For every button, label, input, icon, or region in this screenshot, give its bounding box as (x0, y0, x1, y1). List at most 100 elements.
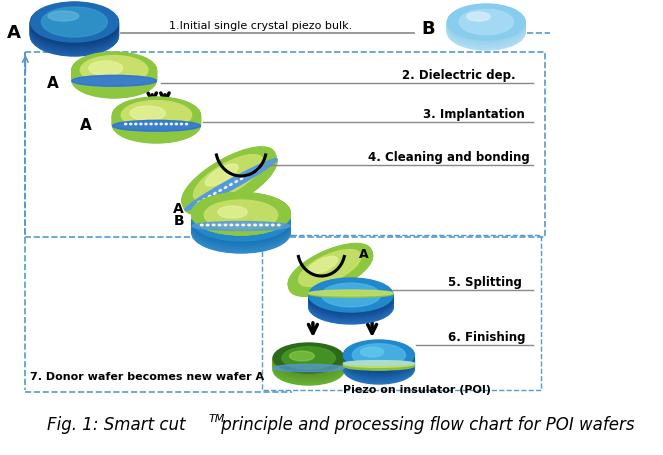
Ellipse shape (448, 4, 525, 40)
Ellipse shape (113, 121, 200, 131)
Ellipse shape (273, 350, 344, 380)
Ellipse shape (150, 123, 152, 125)
Ellipse shape (80, 56, 148, 84)
Text: 2. Dielectric dep.: 2. Dielectric dep. (402, 69, 515, 82)
Ellipse shape (272, 224, 274, 226)
Ellipse shape (212, 224, 215, 226)
Ellipse shape (448, 5, 525, 41)
Ellipse shape (309, 285, 393, 319)
Ellipse shape (224, 224, 227, 226)
Ellipse shape (155, 123, 157, 125)
Ellipse shape (113, 101, 200, 137)
Ellipse shape (170, 123, 172, 125)
Ellipse shape (343, 361, 414, 367)
Bar (25, 52, 546, 237)
Ellipse shape (198, 202, 200, 203)
Ellipse shape (192, 213, 290, 253)
Ellipse shape (343, 362, 414, 370)
Ellipse shape (113, 103, 200, 139)
Ellipse shape (224, 187, 227, 188)
Ellipse shape (113, 106, 200, 142)
Ellipse shape (192, 222, 290, 231)
Ellipse shape (160, 123, 162, 125)
Ellipse shape (30, 7, 119, 47)
Text: A: A (46, 76, 58, 91)
Ellipse shape (30, 14, 119, 54)
Ellipse shape (448, 8, 525, 44)
Ellipse shape (192, 194, 290, 234)
Ellipse shape (289, 246, 372, 295)
Ellipse shape (183, 150, 276, 212)
Ellipse shape (72, 61, 156, 97)
Ellipse shape (448, 12, 525, 49)
Ellipse shape (192, 204, 290, 244)
Ellipse shape (192, 203, 290, 243)
Text: Piezo on insulator (POI): Piezo on insulator (POI) (343, 385, 491, 395)
Ellipse shape (186, 123, 188, 125)
Ellipse shape (192, 193, 290, 233)
Ellipse shape (246, 175, 248, 177)
Ellipse shape (273, 346, 344, 376)
Ellipse shape (192, 195, 290, 234)
Ellipse shape (72, 59, 156, 95)
Ellipse shape (192, 211, 290, 251)
Ellipse shape (257, 169, 259, 171)
Ellipse shape (30, 15, 119, 55)
Ellipse shape (273, 348, 344, 378)
Ellipse shape (204, 200, 278, 230)
Ellipse shape (72, 76, 156, 86)
Ellipse shape (273, 353, 344, 383)
Ellipse shape (343, 350, 414, 380)
Text: 6. Finishing: 6. Finishing (448, 331, 526, 344)
Text: 3. Implantation: 3. Implantation (423, 108, 524, 121)
Ellipse shape (72, 61, 156, 97)
Ellipse shape (241, 178, 243, 180)
Ellipse shape (448, 5, 525, 40)
Ellipse shape (184, 152, 277, 214)
Text: A: A (7, 24, 21, 42)
Ellipse shape (448, 7, 525, 43)
Ellipse shape (343, 345, 414, 375)
Ellipse shape (251, 172, 253, 174)
Ellipse shape (192, 192, 290, 233)
Ellipse shape (467, 12, 490, 21)
Ellipse shape (282, 347, 335, 369)
Ellipse shape (183, 150, 276, 212)
Ellipse shape (130, 123, 132, 125)
Ellipse shape (273, 364, 344, 372)
Ellipse shape (218, 224, 221, 226)
Ellipse shape (30, 5, 119, 46)
Ellipse shape (343, 349, 414, 379)
Ellipse shape (192, 193, 290, 233)
Ellipse shape (48, 11, 79, 21)
Ellipse shape (309, 289, 393, 323)
Ellipse shape (242, 224, 245, 226)
Text: B: B (173, 214, 184, 228)
Ellipse shape (192, 195, 290, 235)
Ellipse shape (121, 101, 192, 129)
Ellipse shape (192, 209, 290, 249)
Ellipse shape (30, 3, 119, 43)
Ellipse shape (343, 346, 414, 376)
Ellipse shape (309, 286, 393, 320)
Ellipse shape (288, 243, 371, 293)
Ellipse shape (288, 244, 372, 293)
Ellipse shape (30, 7, 119, 47)
Ellipse shape (192, 212, 290, 252)
Ellipse shape (343, 347, 414, 377)
Ellipse shape (448, 11, 525, 47)
Ellipse shape (266, 224, 268, 226)
Ellipse shape (273, 354, 344, 384)
Ellipse shape (343, 352, 414, 382)
Ellipse shape (30, 15, 119, 55)
Ellipse shape (192, 202, 290, 242)
Ellipse shape (230, 184, 232, 186)
Ellipse shape (448, 10, 525, 46)
Ellipse shape (343, 344, 414, 374)
Ellipse shape (72, 60, 156, 96)
Ellipse shape (140, 123, 142, 125)
Ellipse shape (192, 207, 290, 247)
Ellipse shape (113, 105, 200, 141)
Ellipse shape (207, 207, 275, 235)
Ellipse shape (182, 148, 276, 211)
